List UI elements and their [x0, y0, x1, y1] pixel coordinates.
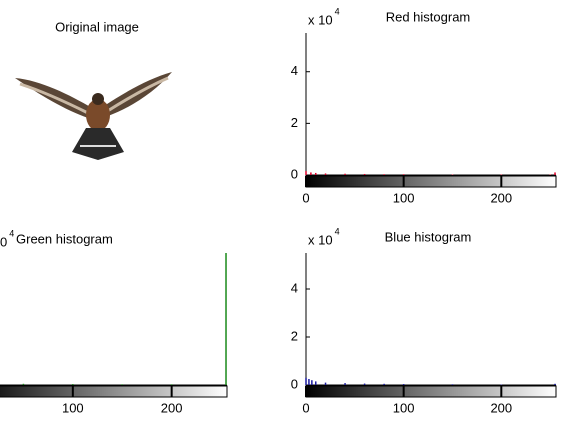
image-title: Original image — [55, 19, 139, 34]
bird-image — [15, 72, 172, 160]
y-exponent: 4 — [335, 6, 340, 16]
x-tick-label: 100 — [393, 190, 415, 205]
colorbar — [0, 386, 227, 397]
y-exponent: 4 — [335, 226, 340, 236]
y-multiplier: x 10 — [308, 12, 333, 27]
y-tick-label: 4 — [291, 280, 298, 295]
y-exponent: 4 — [9, 228, 14, 238]
x-tick-label: 0 — [302, 400, 309, 415]
y-tick-label: 2 — [291, 328, 298, 343]
x-tick-label: 100 — [393, 400, 415, 415]
colorbar — [306, 386, 556, 397]
x-tick-label: 200 — [490, 400, 512, 415]
x-tick-label: 200 — [490, 190, 512, 205]
colorbar — [306, 176, 556, 187]
y-multiplier: x 10 — [308, 232, 333, 247]
y-multiplier: 0 — [0, 234, 7, 249]
y-tick-label: 0 — [291, 376, 298, 391]
chart-title: Green histogram — [16, 231, 113, 246]
y-tick-label: 4 — [291, 63, 298, 78]
y-tick-label: 2 — [291, 115, 298, 130]
figure: Original image Red histogramx 1040240100… — [0, 0, 565, 423]
chart-title: Blue histogram — [385, 229, 472, 244]
x-tick-label: 0 — [302, 190, 309, 205]
x-tick-label: 100 — [62, 400, 84, 415]
x-tick-label: 200 — [161, 400, 183, 415]
y-tick-label: 0 — [291, 166, 298, 181]
chart-title: Red histogram — [386, 9, 471, 24]
